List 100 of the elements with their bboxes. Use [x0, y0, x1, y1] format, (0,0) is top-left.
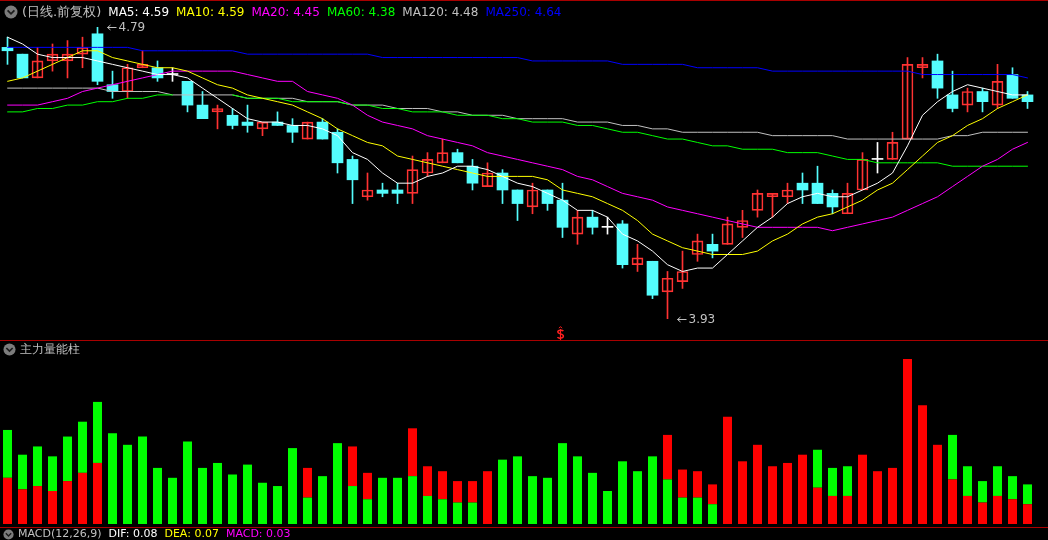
bar — [3, 429, 12, 478]
bar — [888, 467, 897, 524]
bar — [153, 467, 162, 524]
bar — [873, 471, 882, 524]
bar — [273, 486, 282, 524]
bar — [678, 469, 687, 498]
text: MA60: 4.38 — [326, 4, 396, 19]
bar — [1023, 504, 1032, 524]
bar — [108, 433, 117, 524]
bar — [48, 456, 57, 491]
bar — [138, 436, 147, 524]
bar — [228, 474, 237, 524]
text: MA5: 4.59 — [108, 4, 170, 19]
bar — [678, 497, 687, 524]
bar — [798, 454, 807, 524]
bar — [588, 472, 597, 524]
bar — [78, 472, 87, 524]
bar — [858, 454, 867, 524]
bar — [723, 416, 732, 524]
bar — [783, 462, 792, 524]
bar — [843, 466, 852, 496]
bar — [618, 461, 627, 524]
bar — [633, 471, 642, 524]
bar — [963, 466, 972, 496]
chart-title: (日线.前复权) — [22, 4, 102, 19]
bar — [363, 499, 372, 524]
bar — [483, 471, 492, 524]
bar — [768, 466, 777, 524]
bar — [948, 479, 957, 524]
bar — [3, 477, 12, 524]
bar — [753, 444, 762, 524]
bar — [933, 444, 942, 524]
bar — [843, 495, 852, 524]
chart-title: 主力量能柱 — [20, 342, 80, 356]
bar — [693, 471, 702, 498]
bar — [453, 481, 462, 503]
bar — [708, 484, 717, 505]
bar — [123, 444, 132, 524]
bar — [63, 481, 72, 524]
bar — [648, 456, 657, 524]
bar — [408, 428, 417, 477]
bar — [333, 443, 342, 524]
bar — [993, 495, 1002, 524]
bar — [1008, 499, 1017, 524]
bar — [288, 448, 297, 524]
bar — [303, 467, 312, 498]
bar — [558, 443, 567, 524]
bar — [363, 472, 372, 500]
bar — [948, 434, 957, 480]
text: MA10: 4.59 — [176, 4, 245, 19]
bar — [33, 446, 42, 487]
text: MA120: 4.48 — [402, 4, 479, 19]
bar — [438, 471, 447, 500]
bar — [78, 421, 87, 473]
bar — [318, 476, 327, 524]
bar — [498, 459, 507, 524]
bar — [663, 479, 672, 524]
bar — [48, 491, 57, 524]
bar — [183, 441, 192, 524]
bar — [423, 495, 432, 524]
bar — [438, 499, 447, 524]
bar — [468, 502, 477, 524]
text: MA20: 4.45 — [251, 4, 320, 19]
bar — [828, 467, 837, 496]
bar — [213, 462, 222, 524]
bar — [303, 497, 312, 524]
bar — [408, 476, 417, 524]
bar — [348, 446, 357, 487]
bar — [393, 477, 402, 524]
bar — [423, 466, 432, 496]
bar — [1008, 476, 1017, 500]
bar — [93, 401, 102, 463]
bar — [813, 449, 822, 488]
bar — [33, 486, 42, 524]
annotation: 3.93 — [688, 311, 716, 326]
bar — [93, 462, 102, 524]
bar — [963, 495, 972, 524]
text: DIF: 0.08 — [108, 527, 158, 540]
bar — [18, 489, 27, 524]
text: MA250: 4.64 — [485, 4, 562, 19]
bar — [978, 481, 987, 503]
text: DEA: 0.07 — [164, 527, 219, 540]
bar — [663, 434, 672, 480]
text: MACD: 0.03 — [225, 527, 291, 540]
bar — [513, 456, 522, 524]
bar — [258, 482, 267, 524]
bar — [693, 497, 702, 524]
bar — [543, 477, 552, 524]
bar — [528, 476, 537, 524]
bar — [198, 467, 207, 524]
bar — [993, 466, 1002, 496]
bar — [18, 454, 27, 490]
bar — [828, 495, 837, 524]
annotation: 4.79 — [118, 19, 146, 34]
bar — [813, 487, 822, 524]
bar — [738, 461, 747, 524]
bar — [243, 464, 252, 524]
bar — [903, 359, 912, 524]
bar — [978, 502, 987, 524]
bar — [348, 486, 357, 524]
